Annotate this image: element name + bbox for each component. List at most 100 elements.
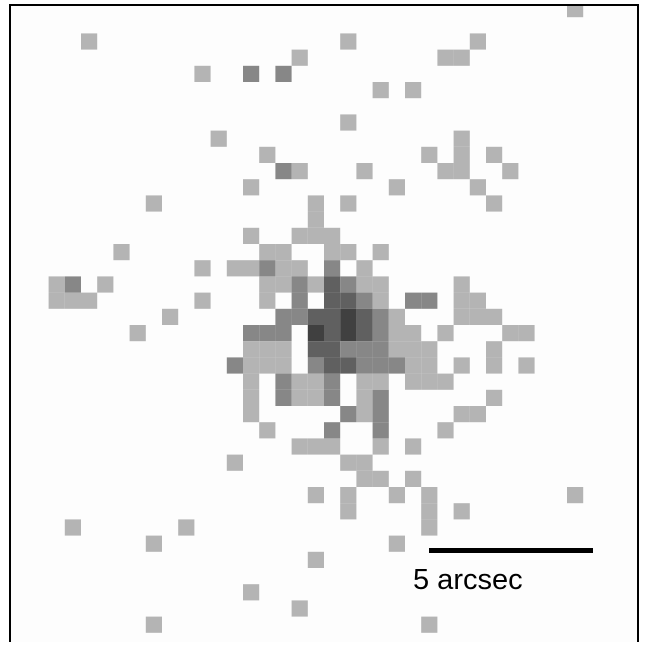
count-pixel (372, 244, 389, 261)
count-pixel (145, 195, 162, 212)
count-pixel (421, 341, 438, 358)
count-pixel (291, 276, 308, 293)
count-pixel (486, 146, 503, 163)
count-pixel (502, 163, 519, 180)
count-pixel (372, 357, 389, 374)
count-pixel (324, 422, 341, 439)
count-pixel (453, 130, 470, 147)
count-pixel (372, 308, 389, 325)
count-pixel (259, 325, 276, 342)
image-frame (9, 4, 639, 642)
count-pixel (291, 373, 308, 390)
count-pixel (372, 276, 389, 293)
count-pixel (48, 292, 65, 309)
count-pixel (291, 227, 308, 244)
count-pixel (307, 357, 324, 374)
count-pixel (291, 260, 308, 277)
count-pixel (291, 389, 308, 406)
count-pixel (275, 163, 292, 180)
count-pixel (421, 146, 438, 163)
count-pixel (145, 535, 162, 552)
count-pixel (324, 357, 341, 374)
count-pixel (340, 406, 357, 423)
count-pixel (421, 357, 438, 374)
count-pixel (291, 292, 308, 309)
count-pixel (453, 163, 470, 180)
count-pixel (275, 325, 292, 342)
count-pixel (340, 33, 357, 50)
count-pixel (324, 260, 341, 277)
count-pixel (388, 357, 405, 374)
scale-bar (429, 548, 593, 553)
count-pixel (243, 341, 260, 358)
count-pixel (405, 373, 422, 390)
count-pixel (275, 276, 292, 293)
count-pixel (356, 389, 373, 406)
count-pixel (388, 179, 405, 196)
count-pixel (194, 292, 211, 309)
count-pixel (162, 308, 179, 325)
count-pixel (324, 389, 341, 406)
count-pixel (405, 438, 422, 455)
count-pixel (307, 389, 324, 406)
count-pixel (307, 373, 324, 390)
count-pixel (486, 389, 503, 406)
count-pixel (307, 438, 324, 455)
count-pixel (275, 65, 292, 82)
count-pixel (356, 163, 373, 180)
count-pixel (259, 357, 276, 374)
count-pixel (356, 341, 373, 358)
count-pixel (356, 260, 373, 277)
count-pixel (518, 325, 535, 342)
count-pixel (453, 357, 470, 374)
count-pixel (469, 308, 486, 325)
count-pixel (291, 49, 308, 66)
count-pixel (421, 373, 438, 390)
count-pixel (340, 244, 357, 261)
count-pixel (340, 357, 357, 374)
count-pixel (372, 406, 389, 423)
count-pixel (307, 341, 324, 358)
count-pixel (372, 373, 389, 390)
count-pixel (405, 341, 422, 358)
count-pixel (259, 146, 276, 163)
count-pixel (405, 470, 422, 487)
count-pixel (453, 146, 470, 163)
count-pixel (178, 519, 195, 536)
count-pixel (64, 276, 81, 293)
count-pixel (469, 292, 486, 309)
count-pixel (275, 357, 292, 374)
count-pixel (324, 276, 341, 293)
count-pixel (567, 6, 584, 18)
count-pixel (243, 373, 260, 390)
count-pixel (421, 503, 438, 520)
count-pixel (486, 195, 503, 212)
count-pixel (356, 308, 373, 325)
count-pixel (259, 260, 276, 277)
count-pixel (307, 487, 324, 504)
count-pixel (194, 65, 211, 82)
count-pixel (307, 195, 324, 212)
count-pixel (405, 292, 422, 309)
count-pixel (340, 114, 357, 131)
count-pixel (437, 422, 454, 439)
count-pixel (275, 244, 292, 261)
count-pixel (388, 487, 405, 504)
count-pixel (324, 244, 341, 261)
count-pixel (502, 325, 519, 342)
count-pixel (64, 519, 81, 536)
count-pixel (340, 276, 357, 293)
count-pixel (372, 325, 389, 342)
count-pixel (259, 276, 276, 293)
count-pixel (340, 341, 357, 358)
count-pixel (340, 503, 357, 520)
count-pixel (372, 341, 389, 358)
count-pixel (340, 195, 357, 212)
count-pixel (340, 308, 357, 325)
count-pixel (372, 82, 389, 99)
count-pixel (81, 292, 98, 309)
scale-bar-label: 5 arcsec (413, 564, 523, 596)
count-pixel (324, 292, 341, 309)
count-pixel (421, 487, 438, 504)
count-pixel (194, 260, 211, 277)
